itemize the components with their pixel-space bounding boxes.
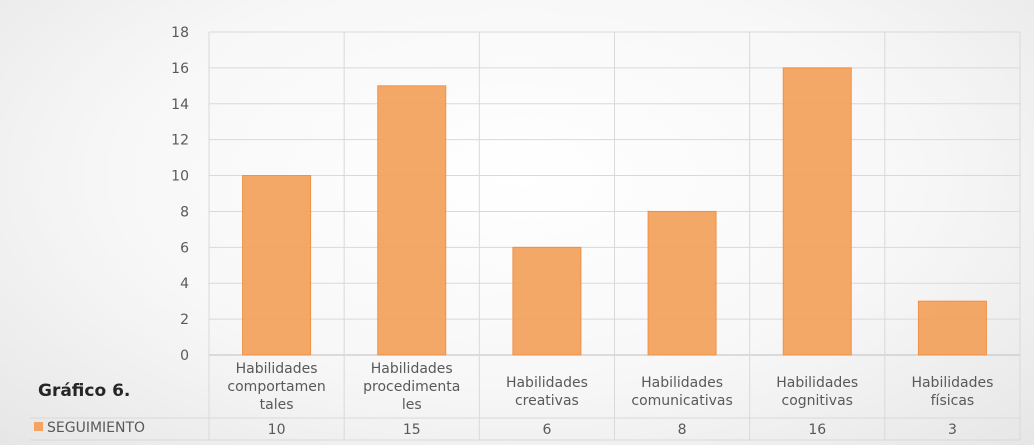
category-label-line: Habilidades — [776, 375, 858, 391]
bar — [782, 67, 852, 356]
y-tick-label: 18 — [171, 25, 189, 41]
y-tick-label: 6 — [180, 240, 189, 256]
y-tick-label: 14 — [171, 97, 189, 113]
category-label: Habilidades creativas — [506, 375, 588, 409]
category-label: Habilidades físicas — [911, 375, 993, 409]
category-label-line: Habilidades — [911, 375, 993, 391]
category-label-line: Habilidades — [641, 375, 723, 391]
category-label-line: Habilidades — [236, 361, 318, 377]
y-tick-label: 10 — [171, 169, 189, 185]
bar — [377, 85, 447, 356]
category-label-line: comunicativas — [631, 393, 732, 409]
category-labels: Habilidades comportamen tales Habilidades pr… — [227, 361, 993, 413]
data-table-value: 3 — [948, 422, 957, 438]
category-label-line: físicas — [931, 393, 975, 409]
category-label-line: Habilidades — [371, 361, 453, 377]
category-label-line: tales — [260, 397, 294, 413]
category-label-line: les — [402, 397, 422, 413]
y-axis-ticks: 0 2 4 6 8 10 12 14 16 18 — [171, 25, 189, 364]
legend-swatch — [34, 422, 43, 431]
legend: SEGUIMIENTO — [34, 420, 145, 436]
bar — [242, 175, 312, 356]
data-table-value: 6 — [542, 422, 551, 438]
y-tick-label: 12 — [171, 133, 189, 149]
data-table-value: 15 — [403, 422, 421, 438]
category-label-line: cognitivas — [782, 393, 853, 409]
y-tick-label: 4 — [180, 276, 189, 292]
category-label-line: comportamen — [227, 379, 325, 395]
grid-lines — [30, 31, 1021, 441]
category-label: Habilidades cognitivas — [776, 375, 858, 409]
bars — [242, 67, 987, 356]
category-label: Habilidades procedimenta les — [363, 361, 460, 413]
bar — [512, 246, 582, 356]
category-label: Habilidades comportamen tales — [227, 361, 325, 413]
data-table-value: 16 — [808, 422, 826, 438]
data-table-value: 8 — [678, 422, 687, 438]
chart-title: Gráfico 6. — [38, 381, 130, 401]
category-label-line: creativas — [515, 393, 579, 409]
bar — [917, 300, 987, 356]
data-table-value: 10 — [268, 422, 286, 438]
bar — [647, 210, 717, 356]
y-tick-label: 8 — [180, 204, 189, 220]
y-tick-label: 0 — [180, 348, 189, 364]
data-table-values: 10 15 6 8 16 3 — [268, 422, 957, 438]
category-label: Habilidades comunicativas — [631, 375, 732, 409]
category-label-line: procedimenta — [363, 379, 460, 395]
legend-label: SEGUIMIENTO — [47, 420, 145, 436]
category-label-line: Habilidades — [506, 375, 588, 391]
y-tick-label: 16 — [171, 61, 189, 77]
y-tick-label: 2 — [180, 312, 189, 328]
